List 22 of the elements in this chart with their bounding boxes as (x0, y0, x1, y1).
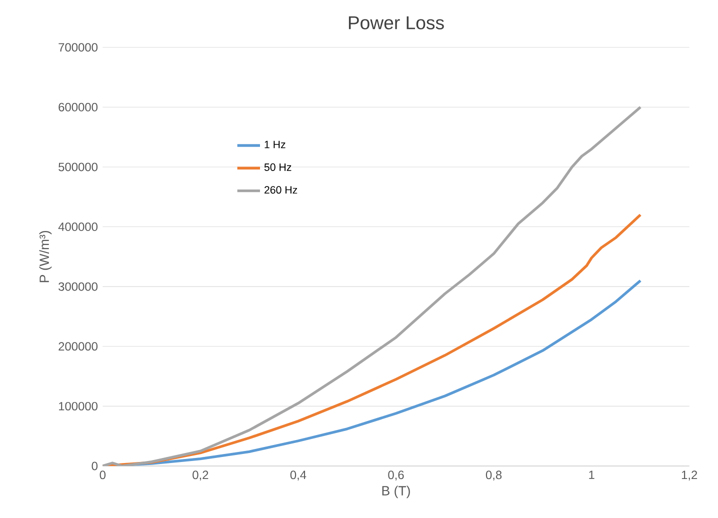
x-tick-label: 0,8 (486, 470, 502, 481)
y-tick-label: 700000 (58, 43, 98, 52)
y-tick-label: 600000 (58, 102, 98, 112)
y-tick-label: 100000 (59, 402, 98, 410)
x-tick-label: 1 (589, 470, 594, 479)
y-tick-label: 500000 (58, 162, 98, 172)
x-tick-label: 1,2 (682, 470, 698, 481)
y-tick-label: 0 (92, 462, 98, 470)
x-tick-label: 0,6 (388, 470, 404, 481)
y-tick-label: 200000 (58, 342, 98, 351)
legend-label: 1 Hz (264, 140, 286, 148)
chart-title: Power Loss (348, 16, 444, 30)
legend-label: 260 Hz (264, 186, 298, 194)
x-tick-label: 0,4 (290, 470, 306, 481)
x-axis-title: B (T) (382, 486, 410, 498)
x-tick-label: 0 (100, 470, 106, 480)
y-tick-label: 400000 (58, 222, 98, 232)
legend-label: 50 Hz (264, 163, 292, 171)
line-series (102, 106, 642, 466)
y-tick-label: 300000 (58, 282, 98, 291)
y-axis-title: P (W/m³) (39, 230, 52, 282)
x-tick-label: 0,2 (192, 470, 208, 481)
